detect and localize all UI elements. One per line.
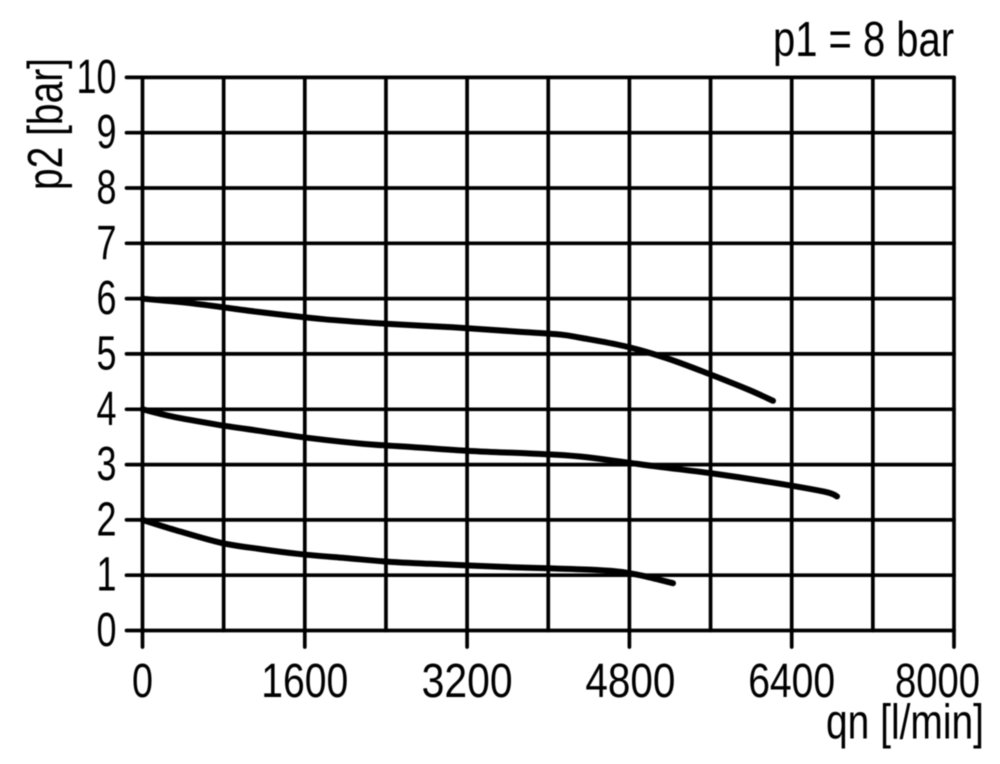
svg-text:8000: 8000 bbox=[895, 654, 980, 708]
svg-text:4800: 4800 bbox=[585, 654, 675, 708]
svg-text:3: 3 bbox=[97, 437, 117, 491]
svg-text:qn [l/min]: qn [l/min] bbox=[826, 696, 984, 750]
svg-text:p2 [bar]: p2 [bar] bbox=[19, 58, 73, 190]
svg-text:7: 7 bbox=[97, 216, 117, 270]
svg-text:9: 9 bbox=[97, 105, 117, 159]
svg-text:3200: 3200 bbox=[422, 654, 513, 708]
svg-text:10: 10 bbox=[77, 50, 117, 104]
svg-text:p1 = 8 bar: p1 = 8 bar bbox=[773, 13, 954, 67]
svg-text:0: 0 bbox=[132, 654, 153, 708]
svg-text:5: 5 bbox=[97, 326, 117, 380]
svg-text:8: 8 bbox=[97, 161, 117, 215]
svg-text:6: 6 bbox=[97, 271, 117, 325]
svg-text:1600: 1600 bbox=[261, 654, 348, 708]
svg-text:4: 4 bbox=[97, 382, 117, 436]
svg-text:1: 1 bbox=[97, 548, 117, 602]
svg-text:2: 2 bbox=[97, 492, 117, 546]
svg-text:6400: 6400 bbox=[748, 654, 835, 708]
svg-text:0: 0 bbox=[97, 603, 117, 657]
